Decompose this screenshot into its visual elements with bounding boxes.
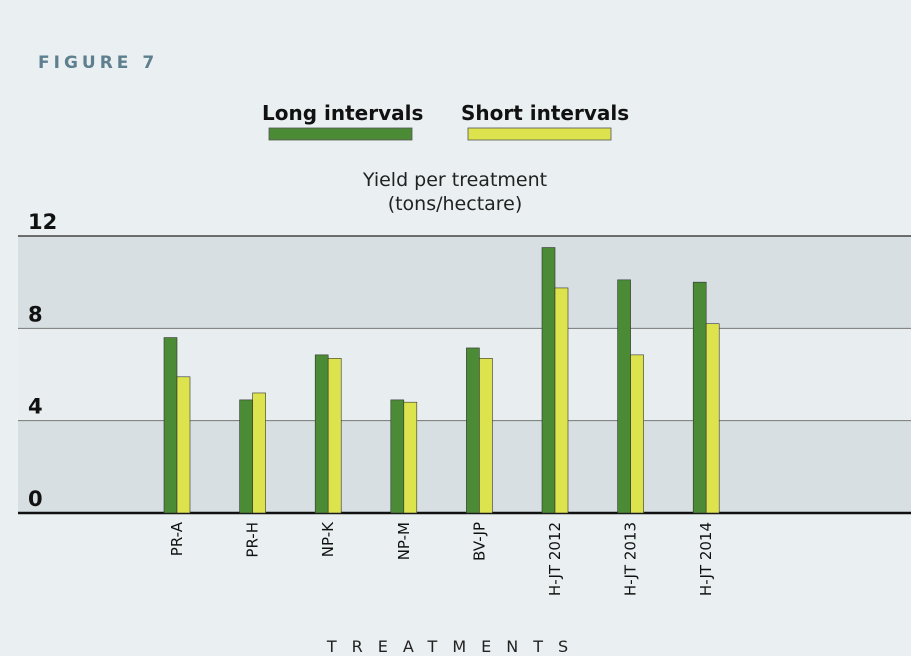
bar — [163, 337, 178, 514]
bar — [479, 358, 493, 514]
x-tick-label: H-JT 2014 — [697, 522, 715, 596]
y-tick-label: 8 — [28, 302, 43, 326]
bar — [554, 287, 569, 514]
y-axis-title: (tons/hectare) — [388, 193, 523, 215]
x-tick-label: NP-K — [319, 521, 337, 557]
legend-swatch — [467, 127, 612, 141]
plot-band — [18, 420, 911, 513]
bar — [541, 247, 556, 514]
bar — [252, 392, 266, 514]
bar — [617, 279, 631, 514]
bar — [466, 347, 480, 514]
legend-label: Short intervals — [461, 101, 629, 125]
y-tick-label: 12 — [28, 210, 57, 234]
legend-label: Long intervals — [262, 101, 423, 125]
y-tick-label: 0 — [28, 487, 43, 511]
bar — [692, 281, 707, 514]
bar — [403, 401, 418, 514]
x-tick-label: PR-H — [244, 522, 262, 558]
bar — [705, 323, 720, 514]
bar — [239, 399, 253, 514]
plot-band — [18, 236, 911, 329]
bar — [630, 354, 644, 514]
x-tick-label: NP-M — [395, 522, 413, 560]
x-axis-title: TREATMENTS — [326, 637, 583, 656]
y-tick-label: 4 — [28, 395, 43, 419]
figure-label: FIGURE 7 — [38, 53, 158, 73]
bar — [176, 376, 191, 514]
legend-swatch — [268, 127, 413, 141]
y-axis-title: Yield per treatment — [362, 169, 547, 191]
bar — [390, 399, 405, 514]
x-tick-label: BV-JP — [470, 522, 488, 561]
bar — [314, 354, 329, 514]
bar — [327, 358, 342, 514]
plot-band — [18, 328, 911, 421]
x-tick-label: H-JT 2013 — [622, 522, 640, 596]
x-tick-label: H-JT 2012 — [546, 522, 564, 596]
x-tick-label: PR-A — [168, 521, 186, 556]
